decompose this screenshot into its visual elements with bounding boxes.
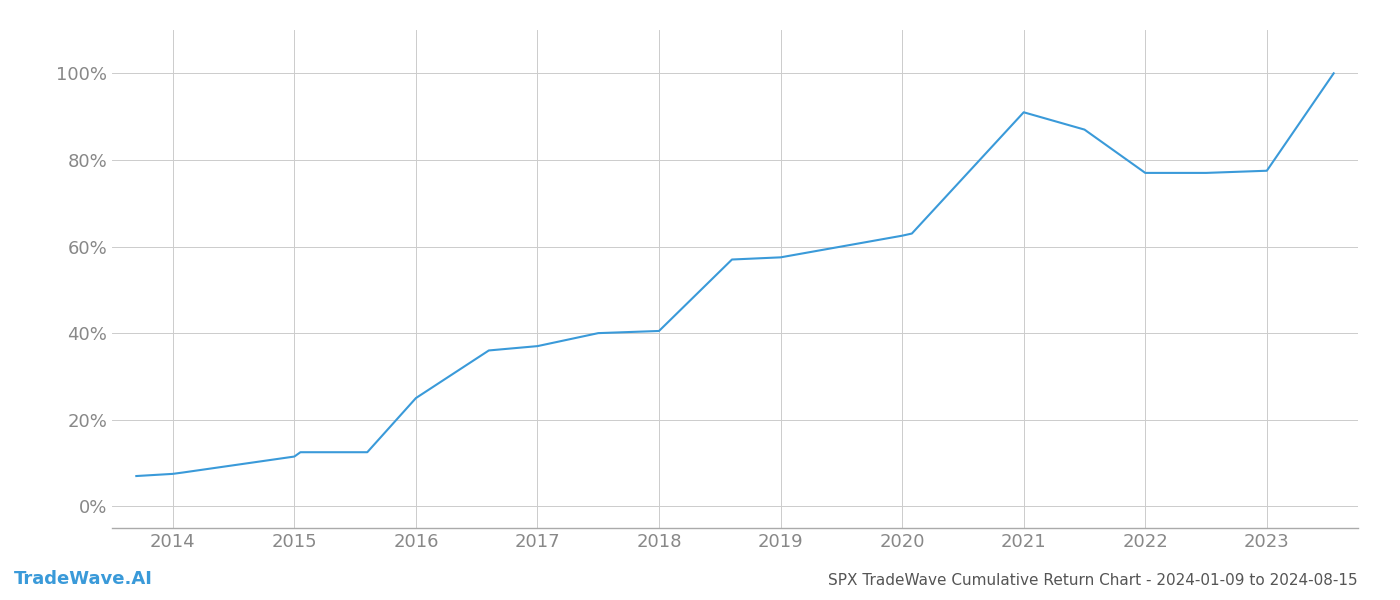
Text: SPX TradeWave Cumulative Return Chart - 2024-01-09 to 2024-08-15: SPX TradeWave Cumulative Return Chart - … (829, 573, 1358, 588)
Text: TradeWave.AI: TradeWave.AI (14, 570, 153, 588)
